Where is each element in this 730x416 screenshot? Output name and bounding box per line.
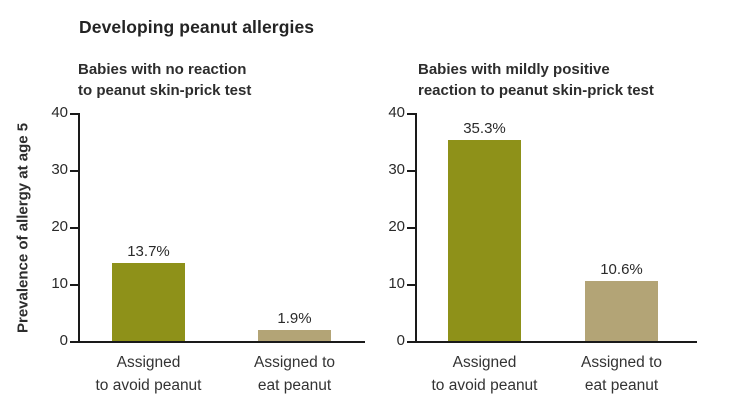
y-tick [70,227,78,229]
y-tick [407,170,415,172]
panel-left-subtitle: Babies with no reaction to peanut skin-p… [78,59,251,101]
y-tick [70,170,78,172]
panel-left-subtitle-line2: to peanut skin-prick test [78,82,252,99]
category-label-line: Assigned [116,354,181,371]
y-tick-label: 0 [59,332,68,349]
category-label-line: Assigned to [254,354,335,371]
y-tick [407,113,415,115]
y-tick-label: 10 [388,275,405,292]
y-tick-label: 30 [388,161,405,178]
y-tick [70,341,78,343]
y-axis-title: Prevalence of allergy at age 5 [14,122,32,334]
y-tick [70,284,78,286]
bar-eat-peanut [585,281,658,341]
bar-avoid-peanut [448,140,521,341]
category-label-line: to avoid peanut [95,377,202,394]
category-label: Assigned to eat peanut [210,351,380,397]
bar-eat-peanut [258,330,331,341]
y-tick [407,227,415,229]
category-label: Assigned to eat peanut [537,351,707,397]
y-axis-line [78,113,80,341]
panel-right-subtitle-line2: reaction to peanut skin-prick test [418,82,654,99]
y-tick [70,113,78,115]
y-tick-label: 40 [51,104,68,121]
y-tick [407,284,415,286]
x-axis-line [415,341,697,343]
panel-right-subtitle-line1: Babies with mildly positive [418,61,610,78]
panel-left-subtitle-line1: Babies with no reaction [78,61,247,78]
bar-value-label: 35.3% [463,120,506,137]
category-label-line: eat peanut [257,377,332,394]
y-tick-label: 20 [51,218,68,235]
y-tick [407,341,415,343]
bar-avoid-peanut [112,263,185,341]
bar-value-label: 13.7% [127,243,170,260]
y-tick-label: 20 [388,218,405,235]
y-tick-label: 30 [51,161,68,178]
category-label: Assigned to avoid peanut [64,351,234,397]
category-label: Assigned to avoid peanut [400,351,570,397]
bar-value-label: 1.9% [277,310,312,327]
x-axis-line [78,341,365,343]
category-label-line: eat peanut [584,377,659,394]
y-tick-label: 0 [396,332,405,349]
y-tick-label: 10 [51,275,68,292]
category-label-line: to avoid peanut [431,377,538,394]
y-axis-line [415,113,417,341]
category-label-line: Assigned to [581,354,662,371]
bar-value-label: 10.6% [600,261,643,278]
y-tick-label: 40 [388,104,405,121]
panel-right-subtitle: Babies with mildly positive reaction to … [418,59,654,101]
chart-title: Developing peanut allergies [79,17,315,37]
category-label-line: Assigned [452,354,517,371]
